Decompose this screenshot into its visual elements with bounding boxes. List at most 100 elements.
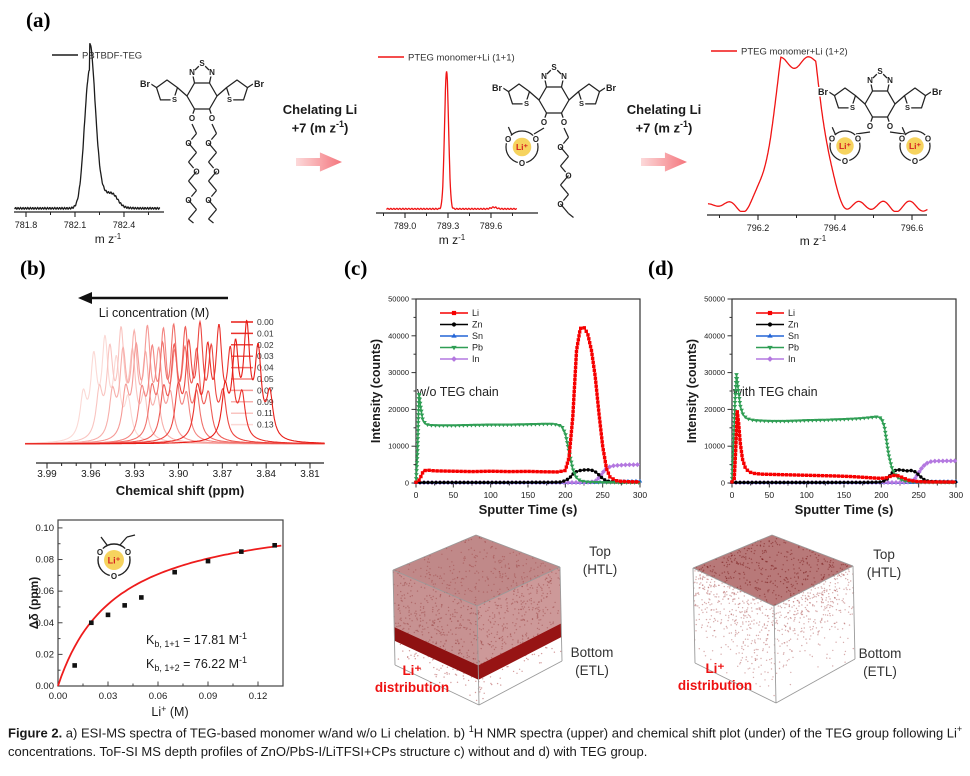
li-dot [419,624,422,626]
bond [543,112,548,120]
li-dot [530,569,532,571]
li-dot [809,592,811,594]
li-dot [758,621,761,623]
li-dot [754,639,756,641]
li-dot [439,594,442,596]
li-dot [551,647,553,650]
li-dot [480,687,483,689]
li-dot [475,599,477,601]
li-dot [407,632,409,634]
li-dot [521,606,523,608]
li-dot [785,664,787,666]
marker [868,476,873,480]
li-dot [789,626,791,628]
li-dot [481,643,483,646]
li-dot [746,601,748,603]
li-dot [782,583,785,585]
x-tick-label: 782.1 [64,220,87,230]
marker [575,346,579,350]
marker [567,453,571,458]
li-dot [794,629,796,631]
li-dot [730,624,732,626]
marker [947,480,951,484]
li-dot [725,644,727,646]
li-dot [464,556,466,558]
li-dot [699,587,701,589]
li-dot [482,591,485,593]
li-dot [475,699,478,702]
marker [415,437,421,441]
li-dot [792,630,794,632]
li-dot [732,614,734,616]
li-dot [460,581,462,584]
bond [563,127,570,138]
li-dot [475,639,478,641]
legend-label: In [472,354,480,364]
li-dot [479,691,481,693]
li-dot [768,540,770,543]
tspan: + [161,704,166,714]
li-dot [739,591,741,593]
li-dot [793,568,795,570]
li-dot [754,659,757,661]
marker [618,462,624,468]
li-dot [411,585,413,588]
li-dot [487,577,489,580]
li-dot [459,649,461,651]
li-dot [763,550,766,552]
marker [919,475,923,479]
li-dot [803,627,805,629]
li-dot [760,629,763,631]
li-dot [501,635,504,638]
li-dot [498,611,500,614]
data-point [139,595,144,600]
li-dot [727,559,729,562]
li-dot [445,613,447,616]
marker [784,473,789,477]
li-dot [799,561,801,564]
marker [736,393,742,397]
li-dot [497,604,500,607]
tspan: b, 1+1 [154,639,179,649]
li-dot [525,563,527,565]
nmr-curve [25,323,325,445]
marker [734,373,739,377]
li-dot [464,590,466,592]
marker [568,445,572,450]
li-dot [520,600,522,602]
li-dot [788,604,790,606]
li-dot [458,652,460,654]
li-dot [429,619,431,621]
li-dot [788,599,791,602]
bond [208,171,217,182]
li-dot [723,571,726,573]
li-dot [458,653,460,655]
marker [572,397,576,402]
li-dot [406,583,408,585]
li-dot [779,645,781,647]
li-dot [792,656,794,659]
li-dot [505,643,507,645]
li-dot [518,565,520,567]
li-dot [851,613,853,615]
marker [592,364,596,369]
marker [610,463,616,469]
li-dot [469,564,471,567]
li-dot [764,614,767,616]
li-dot [784,626,787,628]
li-dot [795,613,798,615]
li-dot [698,568,701,571]
li-dot [489,615,491,618]
li-dot [821,598,824,600]
li-dot [697,578,700,580]
marker [579,326,583,331]
li-dot [442,631,445,634]
li-dot [401,595,403,597]
li-dot [783,602,785,605]
li-dot [432,606,434,609]
li-dot [771,621,773,624]
marker [600,469,606,475]
li-dot [704,655,707,657]
li-dot [514,625,516,627]
li-dot [504,626,506,629]
